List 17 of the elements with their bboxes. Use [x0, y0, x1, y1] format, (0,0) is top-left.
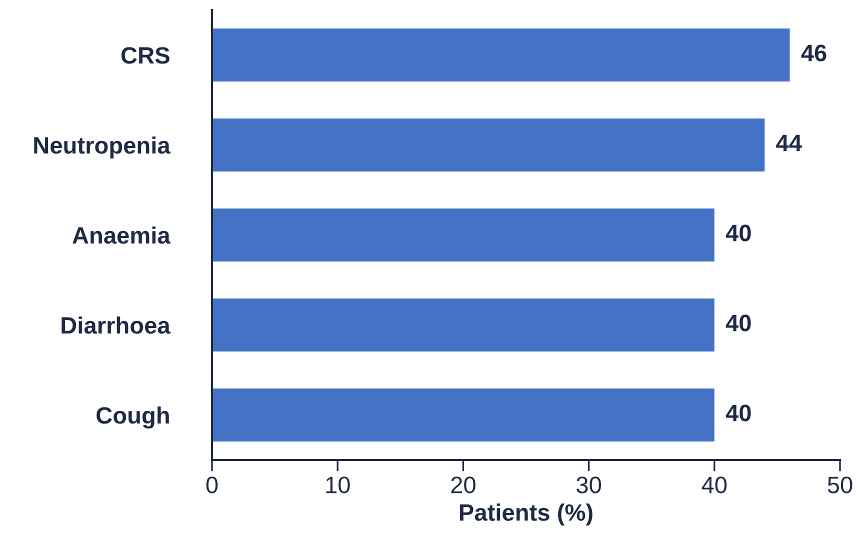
data-label: 40: [726, 404, 751, 422]
data-label: 40: [726, 314, 751, 332]
y-tick-label: CRS: [121, 47, 170, 64]
x-tick-label: 20: [451, 476, 476, 494]
data-label: 44: [776, 134, 802, 152]
x-tick-label: 0: [206, 476, 218, 494]
data-label: 40: [726, 224, 751, 242]
x-tick-label: 10: [326, 476, 350, 494]
data-label: 46: [801, 44, 826, 62]
x-tick-label: 40: [702, 476, 727, 494]
x-axis-title: Patients (%): [460, 504, 592, 526]
y-tick-label: Neutropenia: [34, 136, 170, 158]
x-tick-label: 30: [576, 476, 602, 494]
x-tick-label: 50: [828, 476, 852, 494]
y-tick-label: Anaemia: [72, 226, 170, 244]
y-tick-label: Cough: [96, 406, 169, 429]
y-tick-label: Diarrhoea: [62, 316, 170, 334]
